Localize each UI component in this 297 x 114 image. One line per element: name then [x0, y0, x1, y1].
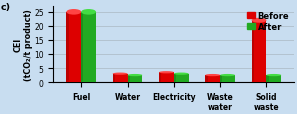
- Y-axis label: CEI
(tCO₂/t product): CEI (tCO₂/t product): [13, 9, 33, 80]
- Ellipse shape: [113, 73, 127, 75]
- Ellipse shape: [127, 81, 142, 83]
- Bar: [252, 21, 254, 82]
- Ellipse shape: [252, 80, 266, 85]
- Bar: [159, 73, 161, 82]
- Bar: [67, 13, 69, 82]
- Ellipse shape: [220, 81, 235, 83]
- Bar: [252, 21, 266, 82]
- Ellipse shape: [205, 81, 220, 83]
- Ellipse shape: [81, 80, 96, 85]
- Ellipse shape: [159, 71, 174, 74]
- Ellipse shape: [127, 74, 142, 76]
- Bar: [220, 75, 222, 82]
- Ellipse shape: [220, 74, 235, 76]
- Ellipse shape: [159, 81, 174, 83]
- Bar: [205, 75, 220, 82]
- Bar: [174, 74, 189, 82]
- Bar: [266, 75, 281, 82]
- Legend: Before, After: Before, After: [246, 11, 290, 32]
- Bar: [159, 73, 174, 82]
- Bar: [205, 75, 208, 82]
- Bar: [113, 74, 127, 82]
- Bar: [81, 13, 96, 82]
- Bar: [67, 13, 81, 82]
- Bar: [174, 74, 176, 82]
- Bar: [113, 74, 115, 82]
- Ellipse shape: [174, 73, 189, 75]
- Ellipse shape: [266, 74, 281, 76]
- Text: c): c): [0, 3, 11, 12]
- Ellipse shape: [81, 10, 96, 16]
- Ellipse shape: [266, 81, 281, 83]
- Bar: [127, 75, 130, 82]
- Bar: [127, 75, 142, 82]
- Bar: [220, 75, 235, 82]
- Bar: [81, 13, 83, 82]
- Ellipse shape: [252, 19, 266, 23]
- Ellipse shape: [67, 80, 81, 85]
- Bar: [266, 75, 269, 82]
- Ellipse shape: [67, 10, 81, 16]
- Ellipse shape: [205, 74, 220, 76]
- Ellipse shape: [174, 81, 189, 83]
- Ellipse shape: [113, 81, 127, 83]
